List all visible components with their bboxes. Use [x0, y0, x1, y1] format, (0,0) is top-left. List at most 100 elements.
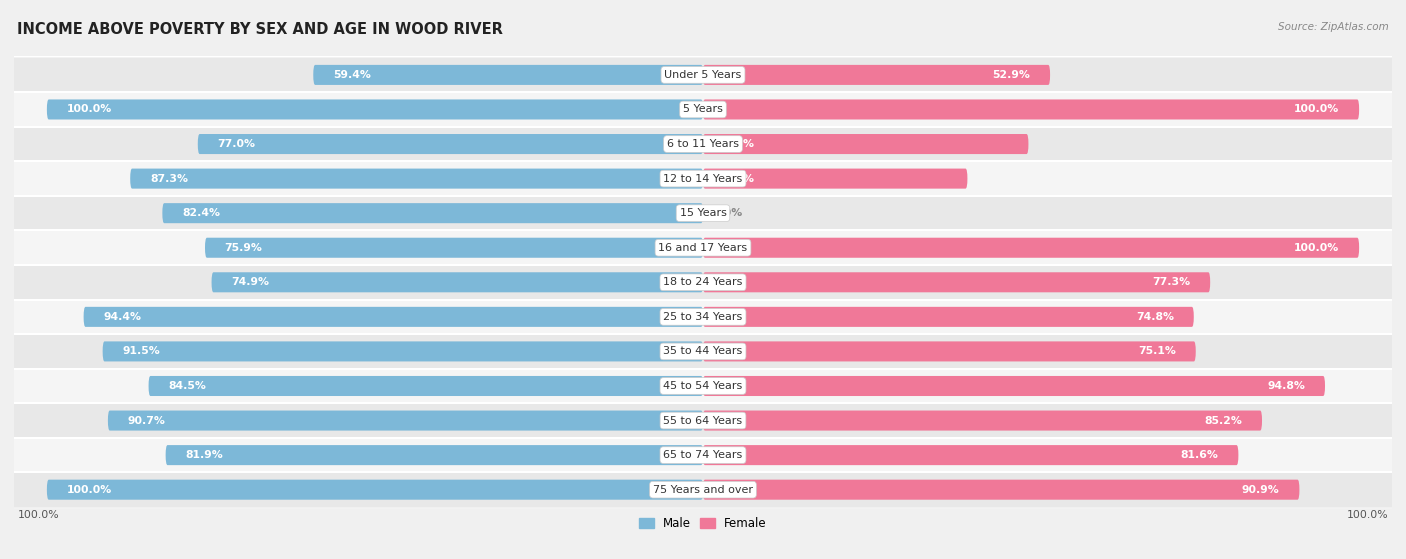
Bar: [14, 92, 1392, 127]
Text: 6 to 11 Years: 6 to 11 Years: [666, 139, 740, 149]
Text: 12 to 14 Years: 12 to 14 Years: [664, 174, 742, 183]
Text: 5 Years: 5 Years: [683, 105, 723, 115]
FancyBboxPatch shape: [703, 410, 1360, 430]
Text: 82.4%: 82.4%: [181, 208, 219, 218]
Text: 74.8%: 74.8%: [1136, 312, 1174, 322]
FancyBboxPatch shape: [703, 342, 1360, 362]
FancyBboxPatch shape: [149, 376, 703, 396]
Text: 85.2%: 85.2%: [1205, 415, 1243, 425]
Text: 74.9%: 74.9%: [231, 277, 269, 287]
FancyBboxPatch shape: [703, 65, 1360, 85]
FancyBboxPatch shape: [46, 480, 703, 500]
FancyBboxPatch shape: [46, 65, 703, 85]
FancyBboxPatch shape: [703, 272, 1360, 292]
Text: 45 to 54 Years: 45 to 54 Years: [664, 381, 742, 391]
FancyBboxPatch shape: [703, 480, 1299, 500]
Text: 77.3%: 77.3%: [1153, 277, 1191, 287]
Bar: [14, 403, 1392, 438]
FancyBboxPatch shape: [703, 134, 1360, 154]
FancyBboxPatch shape: [46, 169, 703, 188]
Text: 0.0%: 0.0%: [713, 208, 744, 218]
FancyBboxPatch shape: [703, 65, 1050, 85]
Text: 81.6%: 81.6%: [1181, 450, 1219, 460]
Text: 59.4%: 59.4%: [333, 70, 371, 80]
FancyBboxPatch shape: [703, 307, 1360, 327]
Text: 100.0%: 100.0%: [1294, 105, 1340, 115]
FancyBboxPatch shape: [131, 169, 703, 188]
FancyBboxPatch shape: [162, 203, 703, 223]
Bar: [14, 230, 1392, 265]
Text: 94.8%: 94.8%: [1267, 381, 1305, 391]
Bar: [14, 472, 1392, 507]
Text: 49.6%: 49.6%: [716, 139, 754, 149]
Text: 52.9%: 52.9%: [993, 70, 1031, 80]
FancyBboxPatch shape: [46, 445, 703, 465]
FancyBboxPatch shape: [211, 272, 703, 292]
FancyBboxPatch shape: [46, 410, 703, 430]
FancyBboxPatch shape: [46, 480, 703, 500]
FancyBboxPatch shape: [703, 100, 1360, 120]
Text: 77.0%: 77.0%: [218, 139, 256, 149]
Bar: [14, 58, 1392, 92]
Text: 84.5%: 84.5%: [169, 381, 207, 391]
Text: 100.0%: 100.0%: [66, 105, 112, 115]
FancyBboxPatch shape: [703, 100, 1360, 120]
Text: 91.5%: 91.5%: [122, 347, 160, 357]
FancyBboxPatch shape: [205, 238, 703, 258]
FancyBboxPatch shape: [46, 307, 703, 327]
Text: 55 to 64 Years: 55 to 64 Years: [664, 415, 742, 425]
Bar: [14, 438, 1392, 472]
FancyBboxPatch shape: [703, 307, 1194, 327]
FancyBboxPatch shape: [703, 410, 1263, 430]
Text: 100.0%: 100.0%: [17, 510, 59, 520]
Text: 75 Years and over: 75 Years and over: [652, 485, 754, 495]
FancyBboxPatch shape: [703, 480, 1360, 500]
FancyBboxPatch shape: [703, 134, 1028, 154]
Text: 75.1%: 75.1%: [1139, 347, 1175, 357]
FancyBboxPatch shape: [103, 342, 703, 362]
FancyBboxPatch shape: [46, 238, 703, 258]
Text: 16 and 17 Years: 16 and 17 Years: [658, 243, 748, 253]
FancyBboxPatch shape: [46, 376, 703, 396]
Text: 100.0%: 100.0%: [1347, 510, 1389, 520]
FancyBboxPatch shape: [703, 169, 1360, 188]
FancyBboxPatch shape: [46, 203, 703, 223]
FancyBboxPatch shape: [703, 376, 1360, 396]
Text: 90.7%: 90.7%: [128, 415, 166, 425]
Bar: [14, 369, 1392, 403]
Text: Source: ZipAtlas.com: Source: ZipAtlas.com: [1278, 22, 1389, 32]
Bar: [14, 127, 1392, 162]
Text: 65 to 74 Years: 65 to 74 Years: [664, 450, 742, 460]
Text: 94.4%: 94.4%: [103, 312, 141, 322]
Text: 81.9%: 81.9%: [186, 450, 224, 460]
Text: Under 5 Years: Under 5 Years: [665, 70, 741, 80]
Legend: Male, Female: Male, Female: [634, 512, 772, 534]
Bar: [14, 300, 1392, 334]
Text: 87.3%: 87.3%: [150, 174, 188, 183]
FancyBboxPatch shape: [46, 100, 703, 120]
FancyBboxPatch shape: [46, 342, 703, 362]
Text: INCOME ABOVE POVERTY BY SEX AND AGE IN WOOD RIVER: INCOME ABOVE POVERTY BY SEX AND AGE IN W…: [17, 22, 503, 37]
FancyBboxPatch shape: [703, 238, 1360, 258]
FancyBboxPatch shape: [703, 342, 1195, 362]
Text: 100.0%: 100.0%: [1294, 243, 1340, 253]
Text: 40.3%: 40.3%: [716, 174, 754, 183]
FancyBboxPatch shape: [703, 272, 1211, 292]
FancyBboxPatch shape: [703, 445, 1360, 465]
Bar: [14, 265, 1392, 300]
FancyBboxPatch shape: [166, 445, 703, 465]
Text: 18 to 24 Years: 18 to 24 Years: [664, 277, 742, 287]
FancyBboxPatch shape: [46, 134, 703, 154]
FancyBboxPatch shape: [198, 134, 703, 154]
Bar: [14, 162, 1392, 196]
FancyBboxPatch shape: [703, 203, 1360, 223]
Text: 25 to 34 Years: 25 to 34 Years: [664, 312, 742, 322]
FancyBboxPatch shape: [46, 100, 703, 120]
Bar: [14, 334, 1392, 369]
Text: 35 to 44 Years: 35 to 44 Years: [664, 347, 742, 357]
FancyBboxPatch shape: [703, 238, 1360, 258]
FancyBboxPatch shape: [46, 272, 703, 292]
Text: 75.9%: 75.9%: [225, 243, 263, 253]
FancyBboxPatch shape: [703, 376, 1324, 396]
FancyBboxPatch shape: [314, 65, 703, 85]
